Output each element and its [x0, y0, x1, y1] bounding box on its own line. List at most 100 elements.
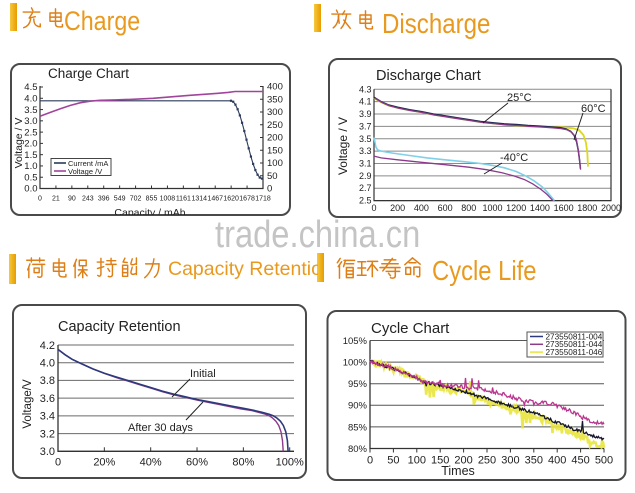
svg-text:Charge Chart: Charge Chart [48, 66, 129, 81]
svg-text:50: 50 [387, 455, 399, 467]
svg-text:4.3: 4.3 [359, 84, 372, 94]
svg-text:1620: 1620 [223, 196, 239, 203]
svg-text:25°C: 25°C [507, 92, 532, 104]
svg-text:95%: 95% [348, 379, 368, 390]
svg-text:After 30 days: After 30 days [128, 422, 193, 434]
svg-text:90: 90 [68, 196, 76, 203]
svg-text:0: 0 [38, 196, 42, 203]
svg-text:3.1: 3.1 [359, 159, 372, 169]
svg-text:3.5: 3.5 [359, 134, 372, 144]
svg-text:Initial: Initial [190, 368, 216, 380]
svg-text:Capacity / mAh: Capacity / mAh [114, 207, 185, 219]
svg-text:Current /mA: Current /mA [68, 159, 108, 168]
svg-text:3.0: 3.0 [40, 446, 55, 458]
svg-text:1718: 1718 [255, 196, 271, 203]
svg-text:3.7: 3.7 [359, 121, 372, 131]
svg-text:Voltage / V: Voltage / V [13, 118, 25, 169]
svg-text:0: 0 [267, 184, 272, 195]
svg-text:350: 350 [267, 94, 283, 105]
svg-text:273550811-044: 273550811-044 [546, 340, 603, 349]
svg-text:200: 200 [454, 455, 472, 467]
svg-text:1.5: 1.5 [24, 150, 37, 161]
svg-text:2.7: 2.7 [359, 183, 372, 193]
svg-text:200: 200 [267, 133, 283, 144]
svg-text:250: 250 [478, 455, 496, 467]
svg-text:1800: 1800 [577, 203, 597, 213]
svg-text:150: 150 [267, 145, 283, 156]
svg-text:400: 400 [414, 203, 429, 213]
svg-text:2000: 2000 [601, 203, 621, 213]
svg-text:Capacity Retention: Capacity Retention [58, 319, 181, 335]
svg-text:400: 400 [267, 82, 283, 93]
svg-text:1400: 1400 [530, 203, 550, 213]
svg-text:1161: 1161 [176, 196, 191, 203]
svg-text:0: 0 [371, 203, 376, 213]
svg-text:250: 250 [267, 120, 283, 131]
svg-text:3.3: 3.3 [359, 146, 372, 156]
svg-text:Cycle Chart: Cycle Chart [371, 320, 450, 337]
svg-text:80%: 80% [348, 444, 368, 455]
svg-text:1.0: 1.0 [24, 161, 37, 172]
svg-text:50: 50 [267, 171, 278, 182]
svg-text:400: 400 [548, 455, 566, 467]
svg-text:1000: 1000 [482, 203, 502, 213]
svg-text:Discharge Chart: Discharge Chart [376, 68, 481, 84]
svg-text:1600: 1600 [554, 203, 574, 213]
svg-text:3.4: 3.4 [40, 411, 55, 423]
svg-text:3.9: 3.9 [359, 109, 372, 119]
svg-text:3.8: 3.8 [40, 375, 55, 387]
svg-text:702: 702 [130, 196, 142, 203]
svg-text:40%: 40% [140, 456, 162, 468]
svg-text:4.2: 4.2 [40, 340, 55, 352]
svg-text:1314: 1314 [191, 196, 207, 203]
svg-text:0: 0 [367, 455, 373, 467]
svg-text:100%: 100% [276, 456, 304, 468]
svg-text:Voltage/V: Voltage/V [22, 379, 34, 429]
svg-text:1200: 1200 [506, 203, 526, 213]
svg-text:Voltage /V: Voltage /V [68, 167, 102, 176]
svg-text:3.2: 3.2 [40, 428, 55, 440]
svg-text:100: 100 [408, 455, 426, 467]
svg-text:2.9: 2.9 [359, 171, 372, 181]
svg-text:4.0: 4.0 [24, 93, 37, 104]
svg-text:-40°C: -40°C [500, 152, 528, 164]
svg-text:243: 243 [82, 196, 94, 203]
svg-text:4.0: 4.0 [40, 358, 55, 370]
svg-text:300: 300 [501, 455, 519, 467]
svg-text:549: 549 [114, 196, 126, 203]
svg-text:0.0: 0.0 [24, 184, 37, 195]
svg-text:273550811-046: 273550811-046 [546, 348, 603, 357]
svg-text:150: 150 [431, 455, 449, 467]
svg-text:800: 800 [461, 203, 476, 213]
svg-text:200: 200 [390, 203, 405, 213]
svg-text:2.0: 2.0 [24, 139, 37, 150]
svg-text:0: 0 [55, 456, 61, 468]
svg-text:500: 500 [595, 455, 613, 467]
svg-text:4.5: 4.5 [24, 82, 37, 93]
svg-text:80%: 80% [232, 456, 254, 468]
svg-text:21: 21 [52, 196, 60, 203]
svg-text:273550811-004: 273550811-004 [546, 332, 603, 341]
svg-text:20%: 20% [93, 456, 115, 468]
svg-text:2.5: 2.5 [359, 196, 372, 206]
svg-text:396: 396 [98, 196, 110, 203]
svg-text:450: 450 [571, 455, 589, 467]
svg-text:85%: 85% [348, 422, 368, 433]
svg-text:100%: 100% [343, 358, 368, 369]
svg-text:60°C: 60°C [581, 103, 606, 115]
svg-text:60%: 60% [186, 456, 208, 468]
svg-text:105%: 105% [343, 336, 368, 347]
svg-text:3.6: 3.6 [40, 393, 55, 405]
svg-text:4.1: 4.1 [359, 97, 372, 107]
svg-text:3.0: 3.0 [24, 116, 37, 127]
svg-text:3.5: 3.5 [24, 105, 37, 116]
svg-text:350: 350 [525, 455, 543, 467]
svg-text:300: 300 [267, 107, 283, 118]
svg-text:1467: 1467 [207, 196, 223, 203]
svg-text:90%: 90% [348, 401, 368, 412]
svg-text:1678: 1678 [239, 196, 255, 203]
svg-text:100: 100 [267, 158, 283, 169]
svg-text:2.5: 2.5 [24, 127, 37, 138]
svg-text:Times: Times [441, 464, 475, 478]
svg-text:600: 600 [438, 203, 453, 213]
